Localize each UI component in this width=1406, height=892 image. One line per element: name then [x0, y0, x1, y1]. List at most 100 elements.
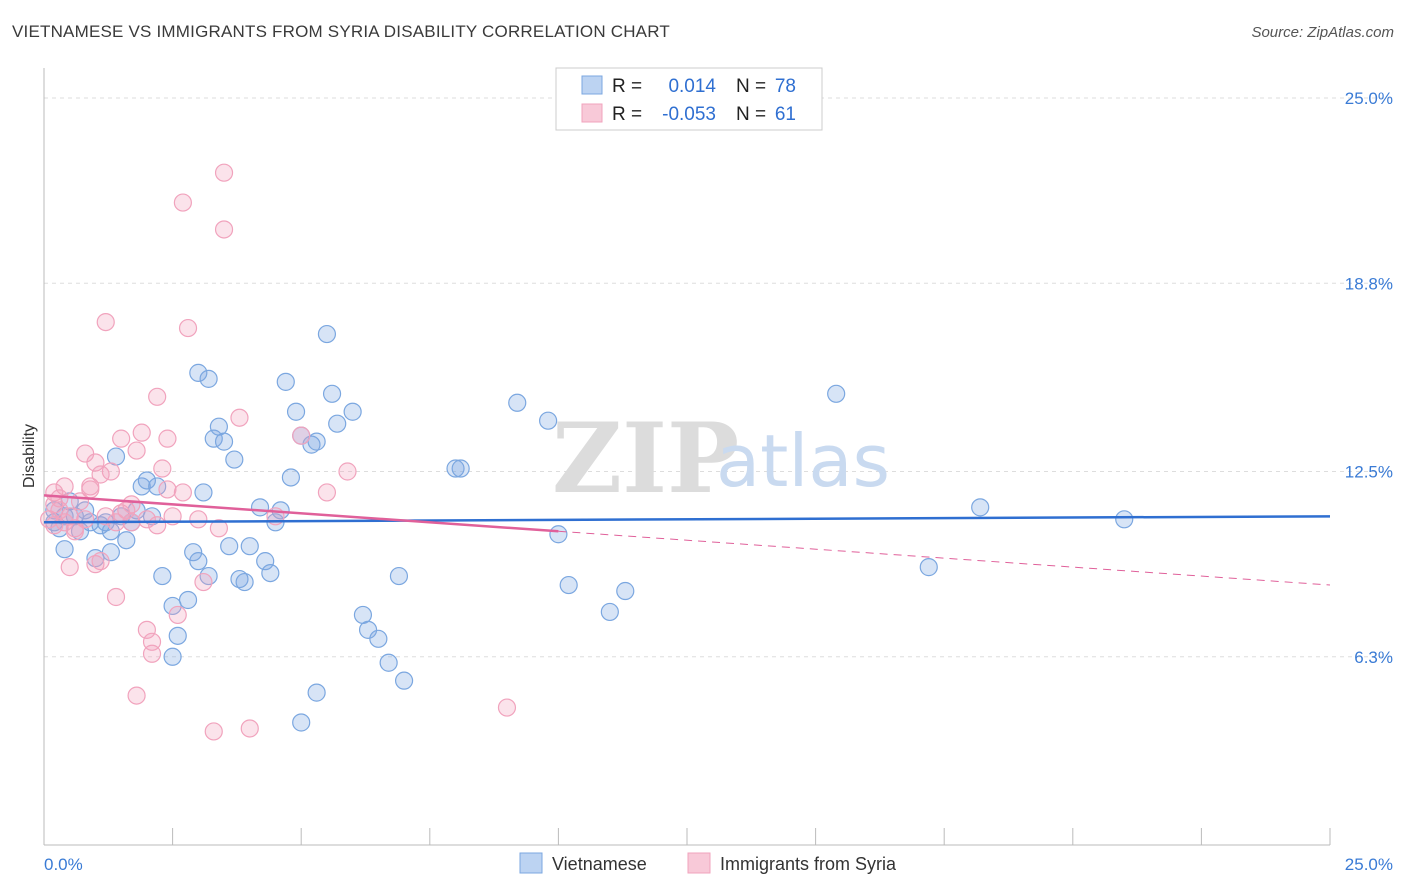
syria-point-22 [137, 620, 156, 639]
vietnamese-point-64 [539, 411, 558, 430]
bottom-legend-label-syria: Immigrants from Syria [720, 854, 897, 874]
vietnamese-point-69 [827, 384, 846, 403]
vietnamese-point-23 [148, 477, 167, 496]
vietnamese-point-75 [292, 713, 311, 732]
syria-point-47 [60, 558, 79, 577]
vietnamese-point-61 [446, 459, 465, 478]
vietnamese-point-66 [559, 575, 578, 595]
legend-swatch-vietnamese [581, 75, 603, 95]
axes [43, 68, 1331, 846]
vietnamese-point-25 [163, 596, 182, 616]
syria-trend-line [43, 494, 559, 533]
vietnamese-point-30 [194, 483, 213, 502]
vietnamese-point-39 [240, 537, 259, 556]
vietnamese-point-20 [132, 477, 151, 496]
syria-point-15 [101, 462, 120, 481]
y-tick-label-0: 6.3% [1354, 648, 1393, 667]
vietnamese-point-37 [230, 569, 249, 589]
legend-n-value-2: 61 [775, 104, 796, 125]
vietnamese-point-32 [204, 429, 223, 448]
syria-point-58 [158, 480, 177, 499]
source-credit: Source: ZipAtlas.com [1251, 24, 1394, 41]
syria-point-45 [338, 462, 357, 481]
vietnamese-point-29 [189, 552, 208, 571]
legend: R = 0.014 N = 78 R = -0.053 N = 61 [555, 67, 823, 131]
legend-swatch-syria [581, 103, 603, 123]
vietnamese-point-73 [189, 363, 208, 382]
vietnamese-point-56 [358, 620, 378, 639]
vietnamese-point-38 [235, 572, 254, 592]
vietnamese-point-74 [199, 369, 218, 388]
syria-point-38 [240, 719, 259, 738]
vietnamese-point-26 [168, 626, 187, 645]
syria-point-11 [86, 555, 105, 574]
vietnamese-point-7 [55, 540, 74, 559]
syria-point-43 [292, 426, 311, 445]
syria-point-9 [76, 444, 95, 463]
vietnamese-point-62 [451, 459, 470, 478]
vietnamese-point-10 [86, 549, 105, 568]
vietnamese-point-72 [1115, 510, 1134, 529]
vietnamese-point-13 [101, 543, 120, 562]
syria-trend-line-extension [558, 530, 1331, 586]
vietnamese-point-59 [389, 566, 409, 586]
vietnamese-point-31 [199, 566, 218, 586]
y-tick-labels: 6.3% 12.5% 18.8% 25.0% [1345, 89, 1393, 667]
syria-point-26 [153, 459, 172, 478]
trend-lines [43, 494, 1331, 586]
vietnamese-point-67 [600, 602, 619, 622]
syria-point-25 [148, 387, 167, 406]
vietnamese-point-57 [369, 629, 388, 648]
vietnamese-point-65 [549, 525, 568, 544]
vietnamese-point-70 [919, 558, 938, 577]
vietnamese-point-28 [184, 543, 203, 562]
syria-point-21 [132, 423, 151, 442]
vietnamese-point-1 [45, 501, 64, 520]
vietnamese-point-76 [307, 683, 326, 702]
vietnamese-point-41 [256, 552, 275, 571]
legend-r-label-2: R = [612, 104, 642, 125]
syria-point-60 [45, 516, 64, 535]
chart-title: VIETNAMESE VS IMMIGRANTS FROM SYRIA DISA… [12, 22, 670, 41]
vietnamese-point-35 [220, 537, 239, 556]
syria-point-39 [173, 193, 192, 212]
bottom-legend: Vietnamese Immigrants from Syria [519, 852, 897, 874]
vietnamese-point-52 [322, 384, 342, 403]
y-tick-label-2: 18.8% [1345, 274, 1393, 293]
bottom-legend-swatch-vietnamese [519, 852, 543, 874]
vietnamese-point-40 [250, 498, 270, 517]
vietnamese-point-24 [153, 566, 172, 586]
syria-point-34 [204, 722, 223, 741]
syria-point-35 [214, 163, 234, 182]
vietnamese-point-58 [379, 653, 398, 672]
legend-r-value-2: -0.053 [662, 104, 716, 125]
syria-point-57 [122, 495, 141, 514]
vietnamese-point-68 [616, 581, 635, 601]
watermark-zip: ZIP [552, 402, 739, 515]
vietnamese-point-42 [261, 563, 280, 583]
data-points [40, 163, 1134, 741]
syria-point-40 [96, 313, 115, 332]
syria-point-59 [209, 519, 228, 538]
legend-n-label-1: N = [736, 76, 766, 97]
syria-point-13 [91, 465, 110, 484]
legend-n-label-2: N = [736, 104, 766, 125]
syria-point-24 [142, 644, 162, 663]
syria-point-44 [317, 483, 337, 502]
syria-point-55 [91, 552, 110, 571]
syria-point-14 [96, 507, 115, 526]
y-tick-label-1: 12.5% [1345, 463, 1393, 482]
legend-r-value-1: 0.014 [668, 76, 716, 97]
syria-point-33 [194, 572, 213, 592]
x-tick-label-right: 25.0% [1345, 855, 1393, 874]
syria-point-56 [76, 510, 95, 529]
vietnamese-point-63 [508, 393, 527, 412]
vietnamese-point-60 [394, 671, 414, 690]
syria-point-27 [158, 429, 177, 448]
syria-point-5 [55, 477, 74, 496]
vietnamese-point-46 [281, 468, 301, 487]
syria-point-46 [497, 698, 517, 717]
vietnamese-point-51 [317, 324, 337, 344]
vietnamese-point-34 [214, 432, 234, 451]
